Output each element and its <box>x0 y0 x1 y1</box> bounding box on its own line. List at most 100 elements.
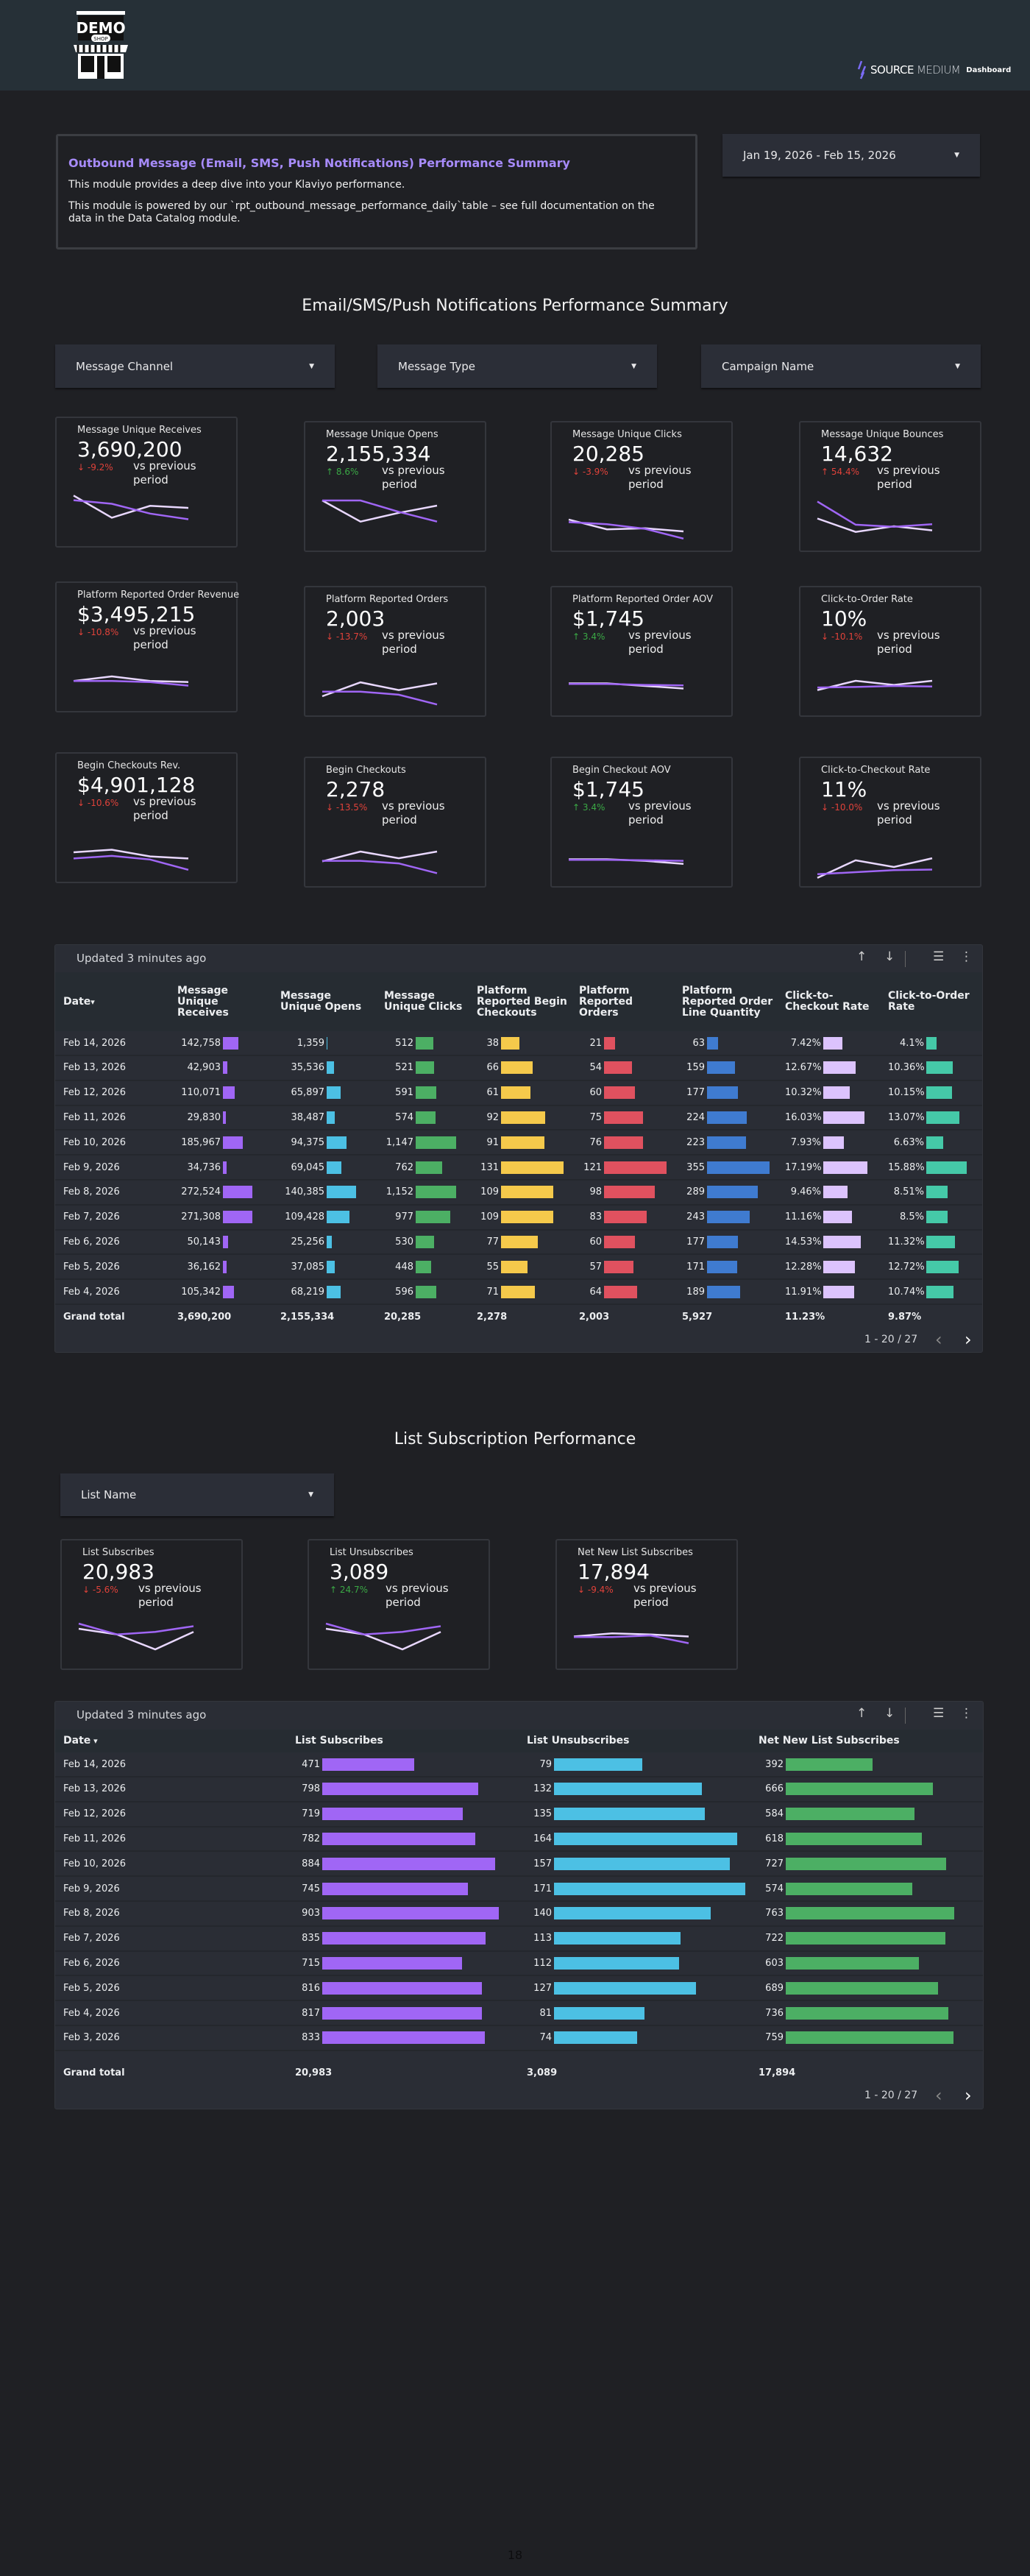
column-header[interactable]: Net New List Subscribes <box>759 1735 900 1747</box>
total-value: 20,285 <box>384 1311 422 1323</box>
table-row: Feb 3, 2026 833 74 759 <box>55 2026 983 2051</box>
metric-cell: 185,967 <box>177 1130 244 1154</box>
value-bar <box>416 1136 456 1149</box>
column-header[interactable]: Message Unique Opens <box>280 972 374 1031</box>
cell-value: 12.72% <box>888 1261 925 1273</box>
metric-cell: 762 <box>384 1156 443 1179</box>
column-header-label: Message Unique Clicks <box>384 990 463 1013</box>
value-bar <box>327 1161 341 1174</box>
scorecard: Click-to-Order Rate 10% ↓ -10.1% vs previou… <box>799 586 981 717</box>
metric-cell: 12.28% <box>785 1255 855 1278</box>
value-bar <box>322 1956 463 1970</box>
sort-ascending-icon[interactable]: ↑ <box>856 1706 867 1721</box>
next-page-button[interactable]: › <box>965 1329 972 1350</box>
table-row: Feb 8, 2026 272,524 140,385 1,152 109 98 289 9.… <box>55 1181 982 1206</box>
cell-value: 171 <box>533 1883 552 1894</box>
column-header[interactable]: List Subscribes <box>295 1735 383 1747</box>
value-bar <box>926 1036 937 1050</box>
cell-value: 7.93% <box>790 1136 821 1148</box>
metric-cell: 110,071 <box>177 1081 235 1105</box>
date-cell: Feb 8, 2026 <box>63 1181 120 1204</box>
more-options-icon[interactable]: ⋮ <box>960 1706 973 1721</box>
value-bar <box>322 1758 415 1771</box>
cell-value: Feb 7, 2026 <box>63 1211 120 1223</box>
value-bar <box>707 1235 739 1248</box>
list-name-filter[interactable]: List Name ▼ <box>60 1473 334 1516</box>
cell-value: 50,143 <box>187 1236 221 1248</box>
sparkline-current <box>817 500 933 528</box>
filter-icon[interactable]: ☰ <box>933 949 945 964</box>
date-cell: Feb 5, 2026 <box>63 1976 120 2000</box>
metric-cell: 121 <box>579 1156 667 1179</box>
comparison-label: vs previous period <box>386 1582 449 1609</box>
column-header[interactable]: Message Unique Receives <box>177 972 271 1031</box>
sort-descending-icon[interactable]: ↓ <box>884 949 895 964</box>
sort-ascending-icon[interactable]: ↑ <box>856 949 867 964</box>
table-body[interactable]: Feb 14, 2026 471 79 392 Feb 13, 2026 798 132 66… <box>55 1752 983 2061</box>
metric-cell: 4.1% <box>888 1031 937 1055</box>
metric-cell: 7.42% <box>785 1031 842 1055</box>
list-subscription-table: Updated 3 minutes ago ↑ ↓ ☰ ⋮ Date ▾ List Subs… <box>54 1701 984 2109</box>
cell-value: 177 <box>686 1087 705 1099</box>
sort-descending-icon[interactable]: ↓ <box>884 1706 895 1721</box>
cell-value: 140,385 <box>285 1186 324 1198</box>
column-header[interactable]: Message Unique Clicks <box>384 972 478 1031</box>
scorecard-delta: ↓ -9.2% <box>77 462 113 473</box>
metric-cell: 65,897 <box>280 1081 341 1105</box>
column-header[interactable]: Platform Reported Begin Checkouts <box>477 972 571 1031</box>
caret-down-icon: ▼ <box>309 362 314 370</box>
value-bar <box>327 1235 333 1248</box>
column-header[interactable]: Platform Reported Order Line Quantity <box>682 972 776 1031</box>
delta-value: -10.1% <box>831 631 863 642</box>
delta-value: -3.9% <box>582 467 608 477</box>
scorecard-value: $1,745 <box>572 606 644 631</box>
more-options-icon[interactable]: ⋮ <box>960 949 973 964</box>
previous-page-button[interactable]: ‹ <box>935 1329 942 1350</box>
sparkline-previous <box>817 857 933 879</box>
column-header[interactable]: Date ▾ <box>63 972 152 1031</box>
value-bar <box>554 1783 702 1796</box>
value-bar <box>823 1136 844 1149</box>
metric-cell: 189 <box>682 1280 741 1303</box>
dashboard-header: DEMO SHOP SOURCE MEDIUM Dashboard <box>0 0 1030 91</box>
column-header[interactable]: Click-to-Checkout Rate <box>785 972 879 1031</box>
next-page-button[interactable]: › <box>965 2085 972 2106</box>
total-value: 2,278 <box>477 1311 508 1323</box>
cell-value: 29,830 <box>187 1111 221 1123</box>
cell-value: Feb 3, 2026 <box>63 2032 120 2044</box>
filter-icon[interactable]: ☰ <box>933 1706 945 1721</box>
delta-value: -9.4% <box>587 1585 614 1595</box>
scorecard-title: Platform Reported Order AOV <box>572 594 714 605</box>
cell-value: 81 <box>539 2007 552 2019</box>
metric-cell: 171 <box>682 1255 737 1278</box>
column-header[interactable]: Click-to-Order Rate <box>888 972 982 1031</box>
metric-cell: 591 <box>384 1081 437 1105</box>
date-range-picker[interactable]: Jan 19, 2026 - Feb 15, 2026 ▼ <box>722 134 980 177</box>
filter-message-type[interactable]: Message Type ▼ <box>377 344 657 388</box>
cell-value: 38,487 <box>291 1111 325 1123</box>
scorecard-value: 2,278 <box>326 777 386 802</box>
value-bar <box>707 1111 747 1124</box>
comparison-label: vs previous period <box>133 624 196 651</box>
column-header[interactable]: List Unsubscribes <box>527 1735 629 1747</box>
cell-value: Feb 11, 2026 <box>63 1111 127 1123</box>
value-bar <box>223 1186 252 1199</box>
metric-cell: 11.32% <box>888 1230 956 1253</box>
cell-value: 65,897 <box>291 1087 325 1099</box>
previous-page-button[interactable]: ‹ <box>935 2085 942 2106</box>
metric-cell: 666 <box>759 1777 933 1801</box>
column-header[interactable]: Platform Reported Orders <box>579 972 673 1031</box>
column-header[interactable]: Date ▾ <box>63 1735 98 1747</box>
metric-cell: 13.07% <box>888 1105 960 1129</box>
value-bar <box>604 1086 636 1100</box>
scorecard: List Unsubscribes 3,089 ↑ 24.7% vs previous… <box>308 1539 490 1670</box>
scorecard-title: Net New List Subscribes <box>578 1547 693 1558</box>
cell-value: 34,736 <box>187 1161 221 1173</box>
cell-value: 7.42% <box>790 1037 821 1049</box>
filter-message-channel[interactable]: Message Channel ▼ <box>55 344 335 388</box>
cell-value: 745 <box>302 1883 320 1894</box>
cell-value: 142,758 <box>181 1037 221 1049</box>
metric-cell: 15.88% <box>888 1156 967 1179</box>
table-row: Feb 12, 2026 719 135 584 <box>55 1802 983 1827</box>
filter-campaign-name[interactable]: Campaign Name ▼ <box>701 344 981 388</box>
